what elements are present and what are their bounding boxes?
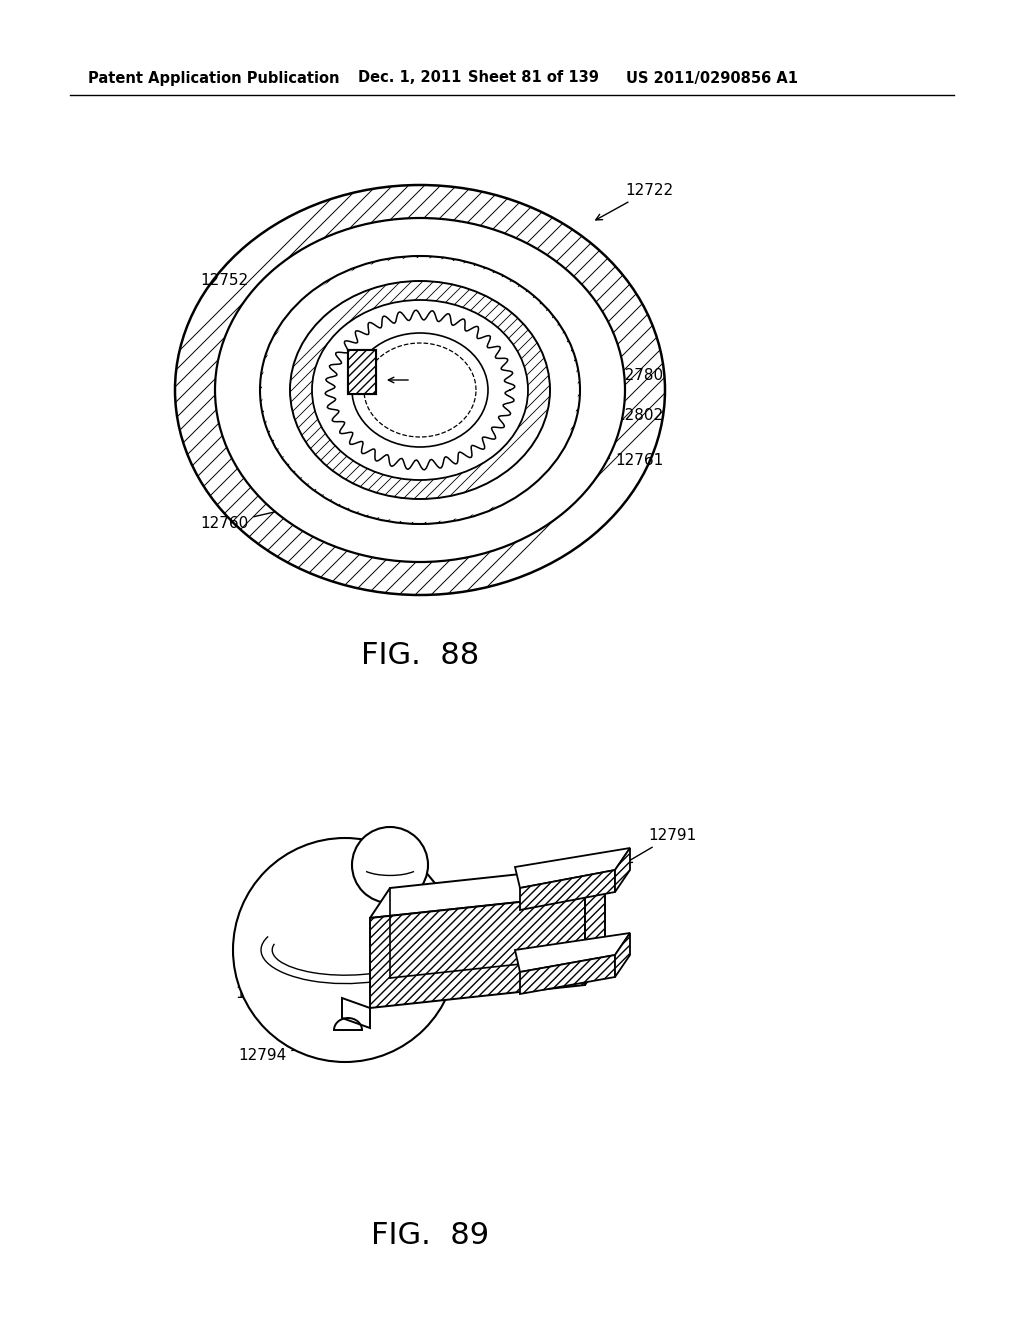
Text: 12794: 12794	[238, 1040, 339, 1063]
Ellipse shape	[312, 300, 528, 480]
Ellipse shape	[260, 256, 580, 524]
Text: 12752: 12752	[200, 273, 286, 304]
Text: 12802: 12802	[444, 403, 664, 422]
Polygon shape	[370, 865, 605, 917]
Bar	[348, 350, 376, 393]
Text: 12790: 12790	[325, 855, 416, 896]
Circle shape	[233, 838, 457, 1063]
Ellipse shape	[352, 333, 488, 447]
Text: 12793: 12793	[234, 986, 344, 1011]
Ellipse shape	[290, 281, 550, 499]
Circle shape	[352, 828, 428, 903]
Text: FIG.  89: FIG. 89	[371, 1221, 489, 1250]
Text: Patent Application Publication: Patent Application Publication	[88, 70, 340, 86]
Text: 12760: 12760	[200, 504, 301, 531]
Text: 12780: 12780	[537, 368, 664, 396]
Polygon shape	[515, 933, 630, 972]
Ellipse shape	[175, 185, 665, 595]
Text: 12792: 12792	[340, 846, 396, 875]
Ellipse shape	[215, 218, 625, 562]
Bar	[348, 350, 376, 393]
Text: Sheet 81 of 139: Sheet 81 of 139	[468, 70, 599, 86]
Text: 12722: 12722	[596, 183, 673, 220]
Text: 12761: 12761	[504, 447, 664, 469]
Polygon shape	[615, 847, 630, 892]
Text: US 2011/0290856 A1: US 2011/0290856 A1	[626, 70, 798, 86]
Polygon shape	[515, 847, 630, 888]
Polygon shape	[585, 865, 605, 985]
Polygon shape	[342, 998, 370, 1028]
Text: Dec. 1, 2011: Dec. 1, 2011	[358, 70, 462, 86]
Text: FIG.  88: FIG. 88	[360, 640, 479, 669]
Ellipse shape	[262, 257, 578, 521]
Text: 12791: 12791	[626, 828, 696, 863]
Polygon shape	[615, 933, 630, 977]
Polygon shape	[520, 954, 615, 994]
Polygon shape	[370, 895, 585, 1008]
Polygon shape	[520, 870, 615, 909]
